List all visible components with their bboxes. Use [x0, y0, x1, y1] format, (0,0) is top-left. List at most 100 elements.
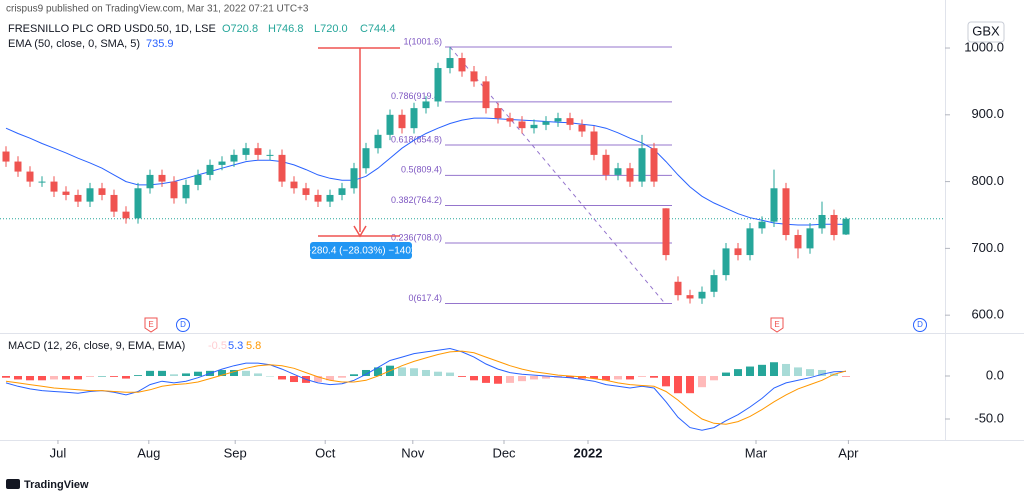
macd-histogram-bar [50, 376, 58, 380]
event-label: E [774, 320, 779, 329]
x-tick-label: Jul [50, 445, 67, 460]
dividend-marker [913, 318, 927, 332]
macd-histogram-bar [410, 368, 418, 377]
x-tick-label: Apr [838, 445, 859, 460]
candle-body [290, 181, 298, 189]
ohlc-value: C744.4 [360, 23, 395, 35]
candle-body [470, 71, 478, 82]
measure-arrowhead [353, 225, 367, 238]
ema-legend: EMA (50, close, 0, SMA, 5) [8, 38, 140, 50]
macd-histogram-bar [818, 369, 826, 377]
fib-label: 0.786(919.4) [391, 91, 442, 101]
candle-body [434, 68, 442, 102]
macd-histogram-bar [446, 372, 454, 377]
x-tick-label: Mar [745, 445, 768, 460]
candle-body [662, 208, 670, 256]
candle-body [626, 168, 634, 182]
macd-histogram-bar [506, 376, 514, 383]
macd-histogram-bar [530, 376, 538, 380]
candle-body [278, 154, 286, 182]
fib-label: 1(1001.6) [403, 36, 442, 46]
macd-histogram-bar [362, 369, 370, 377]
measure-label: −280.4 (−28.03%) −1402 [306, 246, 417, 257]
macd-histogram-bar [542, 376, 550, 379]
candle-body [794, 235, 802, 249]
candle-body [146, 174, 154, 189]
candle-body [578, 124, 586, 132]
macd-histogram-bar [758, 364, 766, 377]
macd-histogram-bar [794, 367, 802, 377]
macd-histogram-bar [374, 367, 382, 377]
macd-histogram-bar [626, 376, 634, 380]
event-label: D [917, 320, 923, 329]
candle-body [734, 248, 742, 256]
candle-body [614, 168, 622, 175]
candle-body [38, 181, 46, 183]
candle-body [74, 194, 82, 202]
macd-histogram-bar [14, 376, 22, 380]
macd-histogram-bar [98, 376, 106, 377]
candle-body [158, 174, 166, 182]
candle-body [842, 218, 850, 235]
macd-histogram-bar [350, 374, 358, 377]
candle-body [422, 101, 430, 109]
signal-value: 5.8 [246, 340, 261, 352]
macd-histogram-bar [434, 371, 442, 377]
macd-histogram-bar [338, 376, 346, 378]
macd-histogram-bar [218, 369, 226, 377]
candle-body [638, 148, 646, 182]
candle-body [242, 148, 250, 155]
macd-histogram-bar [62, 376, 70, 380]
candle-body [770, 188, 778, 222]
ohlc-value: L720.0 [314, 23, 348, 35]
dividend-marker [176, 318, 190, 332]
candle-body [26, 171, 34, 182]
candle-body [590, 131, 598, 155]
candle-body [758, 221, 766, 229]
macd-histogram-bar [518, 376, 526, 382]
candle-body [14, 161, 22, 172]
candle-body [518, 121, 526, 129]
candle-body [86, 188, 94, 202]
candle-body [446, 58, 454, 69]
y-tick-label: 1000.0 [964, 39, 1004, 54]
candle-body [710, 275, 718, 292]
candle-body [206, 164, 214, 175]
currency: GBX [972, 23, 1000, 38]
candle-body [722, 248, 730, 276]
candle-body [98, 188, 106, 195]
candle-body [818, 214, 826, 229]
macd-histogram-bar [422, 369, 430, 377]
candle-body [650, 148, 658, 182]
candle-body [374, 134, 382, 149]
candle-body [362, 148, 370, 169]
candle-body [170, 181, 178, 199]
candle-body [506, 118, 514, 122]
fib-label: 0.5(809.4) [401, 165, 442, 175]
macd-line [5, 347, 847, 431]
candle-body [386, 114, 394, 135]
candle-body [230, 154, 238, 162]
candle-body [110, 194, 118, 212]
macd-histogram-bar [638, 376, 646, 377]
signal-line [5, 350, 847, 425]
macd-histogram-bar [314, 376, 322, 383]
candle-body [398, 114, 406, 129]
x-tick-label: Nov [401, 445, 425, 460]
macd-value: 5.3 [228, 340, 243, 352]
x-tick-label: Oct [315, 445, 336, 460]
macd-histogram-bar [458, 376, 466, 377]
macd-histogram-bar [74, 376, 82, 380]
candle-body [254, 148, 262, 155]
macd-histogram-bar [254, 373, 262, 377]
candle-body [410, 108, 418, 129]
candle-body [806, 228, 814, 249]
candle-body [194, 174, 202, 185]
macd-hist-value: -0.5 [208, 340, 227, 352]
macd-histogram-bar [662, 376, 670, 387]
macd-legend: MACD (12, 26, close, 9, EMA, EMA) [8, 340, 185, 352]
macd-histogram-bar [326, 376, 334, 381]
macd-histogram-bar [398, 367, 406, 377]
macd-histogram-bar [746, 366, 754, 377]
candle-body [122, 211, 130, 219]
